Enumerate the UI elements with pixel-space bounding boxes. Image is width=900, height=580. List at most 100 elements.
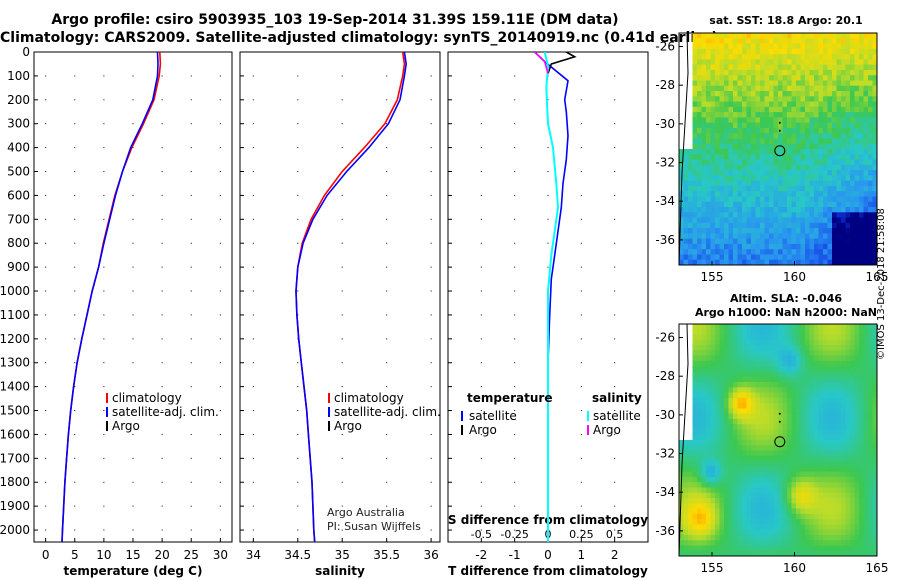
map-cell [818,154,824,160]
map-cell [836,212,842,218]
grid-dot [614,242,616,244]
map-cell [841,106,846,113]
map-cell [751,254,756,261]
map-cell [827,498,833,504]
diff-top-tick-label: 0.5 [606,528,624,541]
map-cell [832,127,837,134]
map-cell [733,122,738,129]
map-cell [773,180,779,187]
map-cell [872,159,878,166]
map-cell [854,238,860,245]
map-cell [751,418,756,425]
map-cell [791,96,797,102]
map-cell [827,143,833,150]
map-cell [787,138,792,145]
map-cell [863,64,869,71]
map-cell [823,249,828,255]
map-cell [769,429,774,436]
map-cell [850,96,855,102]
map-cell [782,503,788,509]
map-cell [742,434,747,441]
map-cell [701,59,707,66]
map-cell [737,75,743,81]
map-cell [782,387,788,393]
map-cell [755,387,761,393]
map-cell [701,418,707,425]
map-cell [701,440,707,446]
grid-dot [190,75,192,77]
map-cell [755,450,761,457]
grid-dot [614,505,616,507]
map-cell [742,466,747,473]
grid-dot [161,123,163,125]
map-cell [778,440,783,446]
map-cell [859,222,864,229]
map-cell [746,408,752,415]
map-cell [836,91,842,97]
grid-dot [386,75,388,77]
map-cell [773,545,779,552]
map-cell [800,122,806,129]
map-cell [827,392,833,399]
map-cell [733,508,738,515]
map-cell [791,233,797,240]
grid-dot [430,51,432,53]
map-cell [850,466,855,473]
map-cell [805,324,810,330]
map-ytick-label: -26 [655,40,675,54]
map-cell [800,80,806,87]
map-cell [764,534,770,541]
map-cell [706,80,711,87]
map-cell [859,96,864,102]
map-cell [778,233,783,240]
map-cell [773,455,779,462]
map-cell [805,429,810,436]
map-cell [796,397,801,404]
map-cell [863,122,869,129]
map-cell [805,196,810,203]
map-cell [845,222,851,229]
map-cell [818,345,824,351]
map-cell [719,217,725,224]
grid-dot [514,266,516,268]
map-cell [841,254,846,261]
map-cell [845,392,851,399]
map-cell [751,249,756,255]
map-cell [683,476,689,483]
map-cell [701,207,707,213]
map-cell [764,228,770,234]
map-ytick-label: -32 [655,156,675,170]
map-cell [823,550,828,557]
map-cell [805,175,810,182]
map-cell [724,418,729,425]
map-cell [764,207,770,213]
map-cell [719,85,725,92]
map-cell [854,243,860,250]
map-cell [746,487,752,494]
map-cell [850,440,855,446]
map-cell [760,445,765,451]
grid-dot [386,410,388,412]
map-cell [755,91,761,97]
map-cell [854,487,860,494]
map-cell [719,101,725,108]
grid-dot [132,505,134,507]
map-cell [872,413,878,420]
map-cell [710,249,716,255]
map-cell [832,207,837,213]
map-cell [764,238,770,245]
map-cell [733,329,738,335]
map-cell [859,445,864,451]
map-cell [818,392,824,399]
map-cell [827,455,833,462]
map-cell [827,69,833,76]
map-cell [809,59,815,66]
map-cell [805,170,810,176]
map-cell [764,471,770,478]
sal-xlabel: salinity [315,564,365,578]
map-cell [841,418,846,425]
map-cell [697,196,702,203]
map-cell [845,461,851,467]
map-cell [710,424,716,430]
map-cell [809,133,815,139]
